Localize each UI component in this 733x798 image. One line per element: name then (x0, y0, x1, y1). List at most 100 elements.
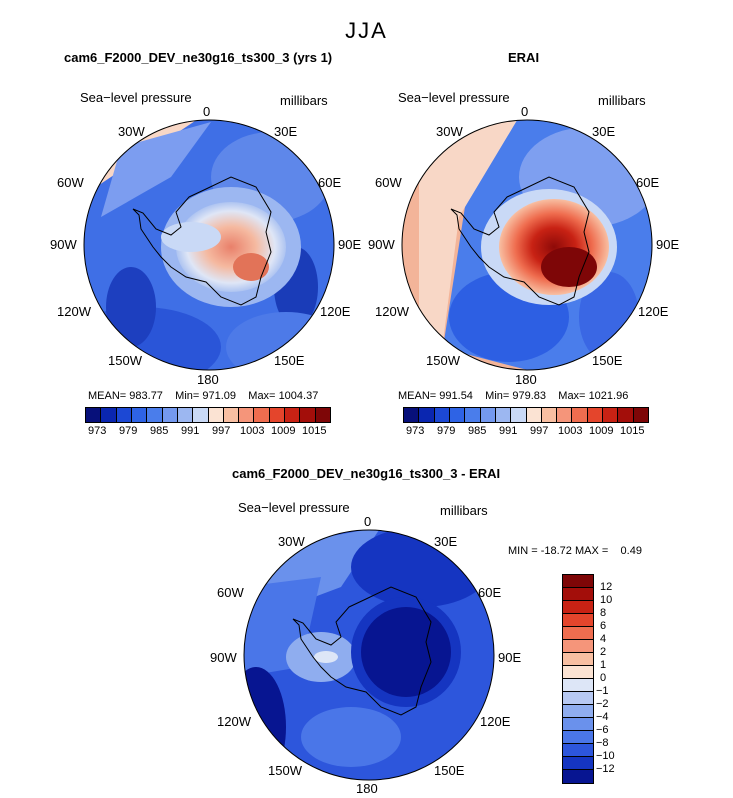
panel-1-cbar-tick: 973 (88, 425, 107, 437)
panel-1-lon-150w: 150W (108, 353, 142, 368)
panel-1-colorbar-swatch (177, 408, 194, 422)
panel-1-title: cam6_F2000_DEV_ne30g16_ts300_3 (yrs 1) (64, 50, 333, 65)
panel-3-cbar-tick: −1 (596, 685, 609, 697)
panel-2-colorbar-swatch (557, 408, 573, 422)
panel-2-field-label: Sea−level pressure (398, 90, 510, 105)
panel-2-lon-120e: 120E (638, 304, 669, 319)
panel-2-colorbar-swatch (618, 408, 634, 422)
panel-1-lon-0: 0 (203, 104, 211, 119)
panel-1-colorbar-swatch (208, 408, 224, 422)
panel-1-colorbar-swatch (269, 408, 286, 422)
panel-2-cbar-tick: 973 (406, 425, 425, 437)
panel-1-colorbar-swatch (285, 408, 301, 422)
panel-2-lon-150e: 150E (592, 353, 623, 368)
panel-2-cbar-tick: 985 (468, 425, 487, 437)
panel-1-lon-60w: 60W (57, 175, 84, 190)
panel-3-map-border (243, 529, 495, 781)
panel-2-colorbar-swatch (449, 408, 466, 422)
panel-1-lon-120w: 120W (57, 304, 91, 319)
panel-3-cbar-tick: −12 (596, 763, 615, 775)
panel-3-lon-150w: 150W (268, 763, 302, 778)
panel-3-max-label: MAX = (574, 545, 609, 557)
panel-1-lon-60e: 60E (318, 175, 342, 190)
panel-1-lon-90w: 90W (50, 237, 77, 252)
panel-1-cbar-tick: 1015 (302, 425, 327, 437)
panel-3-colorbar-swatch (563, 666, 593, 679)
panel-3-lon-150e: 150E (434, 763, 465, 778)
panel-2-cbar-tick: 991 (499, 425, 518, 437)
panel-1-map (83, 119, 335, 371)
panel-3-antarctic-low (361, 607, 451, 697)
panel-2-colorbar-swatch (404, 408, 420, 422)
panel-3-lon-0: 0 (364, 514, 372, 529)
panel-1-colorbar-swatch (300, 408, 316, 422)
panel-3-cbar-tick: 12 (600, 581, 613, 593)
panel-1-coastline (132, 176, 272, 306)
panel-1-cbar-tick: 1009 (271, 425, 296, 437)
panel-2-lon-30w: 30W (436, 124, 463, 139)
panel-3-colorbar-swatch (563, 614, 593, 627)
panel-2-colorbar-swatch (587, 408, 604, 422)
panel-3-cbar-tick: −10 (596, 750, 615, 762)
panel-3-colorbar-swatch (563, 588, 593, 601)
panel-3-title: cam6_F2000_DEV_ne30g16_ts300_3 - ERAI (232, 466, 501, 481)
panel-3-cbar-tick: 6 (600, 620, 607, 632)
panel-3-colorbar (562, 574, 594, 784)
page-title: JJA (345, 18, 388, 43)
panel-3-lon-60w: 60W (217, 585, 244, 600)
panel-2-min-value: 979.83 (512, 390, 547, 402)
panel-3-cbar-tick: −4 (596, 711, 609, 723)
panel-3-cbar-tick: 2 (600, 646, 607, 658)
panel-1-colorbar-swatch (193, 408, 209, 422)
panel-2-max-label: Max= (558, 390, 586, 402)
panel-1-lon-90e: 90E (338, 237, 362, 252)
panel-2-colorbar-swatch (572, 408, 588, 422)
panel-2-colorbar-swatch (495, 408, 512, 422)
panel-3-lon-120w: 120W (217, 714, 251, 729)
panel-1-colorbar-swatch (239, 408, 255, 422)
panel-2-mean-label: MEAN= (398, 390, 437, 402)
panel-3-cbar-tick: −2 (596, 698, 609, 710)
panel-3-colorbar-swatch (563, 640, 593, 653)
panel-2-mean-value: 991.54 (439, 390, 473, 402)
panel-3-colorbar-swatch (563, 757, 593, 770)
panel-3-lon-30w: 30W (278, 534, 305, 549)
panel-3-cbar-tick: 0 (600, 672, 607, 684)
panel-2-lon-90e: 90E (656, 237, 680, 252)
panel-3-colorbar-swatch (563, 575, 593, 588)
panel-2-colorbar (403, 407, 649, 423)
panel-2-lon-30e: 30E (592, 124, 616, 139)
panel-3-colorbar-swatch (563, 627, 593, 640)
panel-3-cbar-tick: 1 (600, 659, 607, 671)
panel-1-colorbar-swatch (131, 408, 148, 422)
panel-3-max-value: 0.49 (620, 545, 642, 557)
panel-3-colorbar-swatch (563, 744, 593, 757)
panel-2-cbar-tick: 997 (530, 425, 549, 437)
panel-2-lon-0: 0 (521, 104, 529, 119)
panel-2-colorbar-swatch (480, 408, 496, 422)
panel-2-coastline (450, 176, 590, 306)
panel-1-cbar-tick: 979 (119, 425, 138, 437)
panel-1-cbar-tick: 985 (150, 425, 169, 437)
panel-2-stats: MEAN= 991.54 Min= 979.83 Max= 1021.96 (398, 390, 628, 402)
panel-1-max-value: 1004.37 (278, 390, 319, 402)
panel-2-map (401, 119, 653, 371)
panel-2-cbar-tick: 979 (437, 425, 456, 437)
panel-1-colorbar-swatch (86, 408, 102, 422)
panel-1-colorbar-swatch (223, 408, 240, 422)
panel-1-colorbar-swatch (147, 408, 163, 422)
panel-2-units-label: millibars (598, 93, 646, 108)
panel-2-colorbar-swatch (541, 408, 558, 422)
panel-2-lon-60e: 60E (636, 175, 660, 190)
panel-3-colorbar-swatch (563, 692, 593, 705)
panel-2-max-value: 1021.96 (588, 390, 629, 402)
panel-1-colorbar-swatch (315, 408, 330, 422)
panel-1-colorbar-swatch (162, 408, 178, 422)
panel-1-lon-120e: 120E (320, 304, 351, 319)
panel-1-min-label: Min= (175, 390, 200, 402)
panel-3-units-label: millibars (440, 503, 488, 518)
panel-1-mean-label: MEAN= (88, 390, 127, 402)
panel-3-lon-90e: 90E (498, 650, 522, 665)
panel-1-colorbar (85, 407, 331, 423)
panel-3-min-value: -18.72 (540, 545, 572, 557)
